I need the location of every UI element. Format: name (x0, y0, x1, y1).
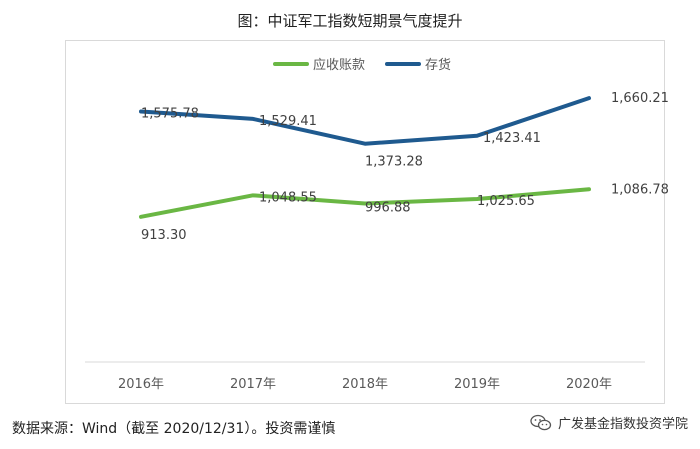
chart-frame (65, 40, 665, 404)
x-tick-label: 2019年 (454, 377, 500, 392)
data-label: 1,575.78 (141, 107, 199, 122)
source-note: 数据来源：Wind（截至 2020/12/31）。投资需谨慎 (12, 421, 336, 437)
series-line (139, 187, 591, 219)
brand-name: 广发基金指数投资学院 (557, 417, 688, 432)
data-label: 1,660.21 (611, 91, 669, 106)
data-label: 913.30 (141, 228, 187, 243)
data-label: 1,423.41 (483, 131, 541, 146)
x-tick-label: 2016年 (118, 377, 164, 392)
x-tick-label: 2020年 (566, 377, 612, 392)
x-tick-label: 2018年 (342, 377, 388, 392)
data-label: 1,048.55 (259, 190, 317, 205)
legend-label: 应收账款 (313, 57, 365, 73)
legend-label: 存货 (425, 57, 451, 73)
chart-title: 图：中证军工指数短期景气度提升 (237, 12, 463, 30)
wechat-icon (530, 414, 552, 432)
data-label: 996.88 (365, 201, 411, 216)
data-label: 1,025.65 (477, 194, 535, 209)
data-label: 1,086.78 (611, 182, 669, 197)
data-label: 1,373.28 (365, 155, 423, 170)
series-line (139, 96, 591, 146)
x-tick-label: 2017年 (230, 377, 276, 392)
data-label: 1,529.41 (259, 114, 317, 129)
brand-watermark: 广发基金指数投资学院 (530, 413, 688, 432)
